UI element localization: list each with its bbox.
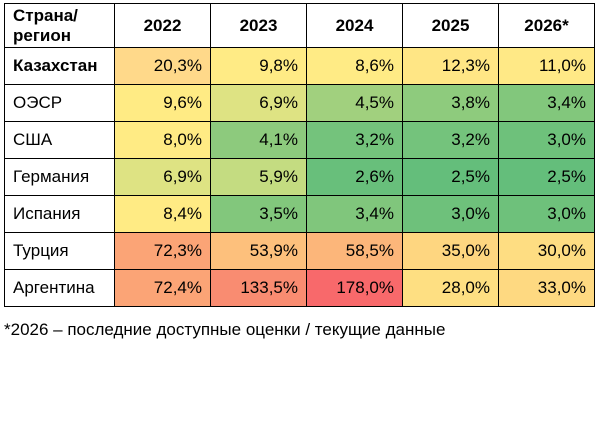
heat-cell: 72,4% [114,269,211,307]
table-row: США 8,0% 4,1% 3,2% 3,2% 3,0% [4,121,595,159]
column-header: 2024 [306,3,403,48]
heat-cell: 20,3% [114,47,211,85]
footnote: *2026 – последние доступные оценки / тек… [4,320,446,339]
heat-cell: 5,9% [210,158,307,196]
corner-label-line2: регион [13,25,72,45]
heat-cell: 28,0% [402,269,499,307]
column-header: 2026* [498,3,595,48]
row-label: Аргентина [4,269,115,307]
inflation-table: Страна/ регион 2022 2023 2024 2025 2026*… [4,3,595,307]
row-label: ОЭСР [4,84,115,122]
row-label: Казахстан [4,47,115,85]
heat-cell: 3,5% [210,195,307,233]
heat-cell: 9,6% [114,84,211,122]
heat-cell: 8,4% [114,195,211,233]
heat-cell: 3,0% [498,121,595,159]
heat-cell: 30,0% [498,232,595,270]
heat-cell: 2,6% [306,158,403,196]
heat-cell: 11,0% [498,47,595,85]
table-row: ОЭСР 9,6% 6,9% 4,5% 3,8% 3,4% [4,84,595,122]
heat-cell: 6,9% [210,84,307,122]
heat-cell: 72,3% [114,232,211,270]
table-row: Казахстан 20,3% 9,8% 8,6% 12,3% 11,0% [4,47,595,85]
row-label: Испания [4,195,115,233]
column-header: 2022 [114,3,211,48]
header-row: Страна/ регион 2022 2023 2024 2025 2026* [4,3,595,48]
heat-cell: 9,8% [210,47,307,85]
heat-cell: 3,0% [498,195,595,233]
row-label: США [4,121,115,159]
heat-cell: 33,0% [498,269,595,307]
heat-cell: 178,0% [306,269,403,307]
heat-cell: 2,5% [498,158,595,196]
table-row: Германия 6,9% 5,9% 2,6% 2,5% 2,5% [4,158,595,196]
heat-cell: 2,5% [402,158,499,196]
heat-cell: 8,6% [306,47,403,85]
heat-cell: 3,2% [402,121,499,159]
corner-label-line1: Страна/ [13,5,78,25]
table-row: Турция 72,3% 53,9% 58,5% 35,0% 30,0% [4,232,595,270]
table-body: Страна/ регион 2022 2023 2024 2025 2026*… [4,3,595,307]
heat-cell: 8,0% [114,121,211,159]
heat-cell: 12,3% [402,47,499,85]
heat-cell: 4,1% [210,121,307,159]
heat-cell: 58,5% [306,232,403,270]
table-row: Испания 8,4% 3,5% 3,4% 3,0% 3,0% [4,195,595,233]
heat-cell: 53,9% [210,232,307,270]
column-header: 2023 [210,3,307,48]
column-header: 2025 [402,3,499,48]
row-label: Германия [4,158,115,196]
heat-cell: 3,2% [306,121,403,159]
heat-cell: 4,5% [306,84,403,122]
table-row: Аргентина 72,4% 133,5% 178,0% 28,0% 33,0% [4,269,595,307]
heat-cell: 3,4% [306,195,403,233]
row-label: Турция [4,232,115,270]
heat-cell: 3,4% [498,84,595,122]
corner-header: Страна/ регион [4,3,115,48]
heat-cell: 35,0% [402,232,499,270]
heat-cell: 3,8% [402,84,499,122]
heat-cell: 6,9% [114,158,211,196]
heat-cell: 3,0% [402,195,499,233]
heat-cell: 133,5% [210,269,307,307]
